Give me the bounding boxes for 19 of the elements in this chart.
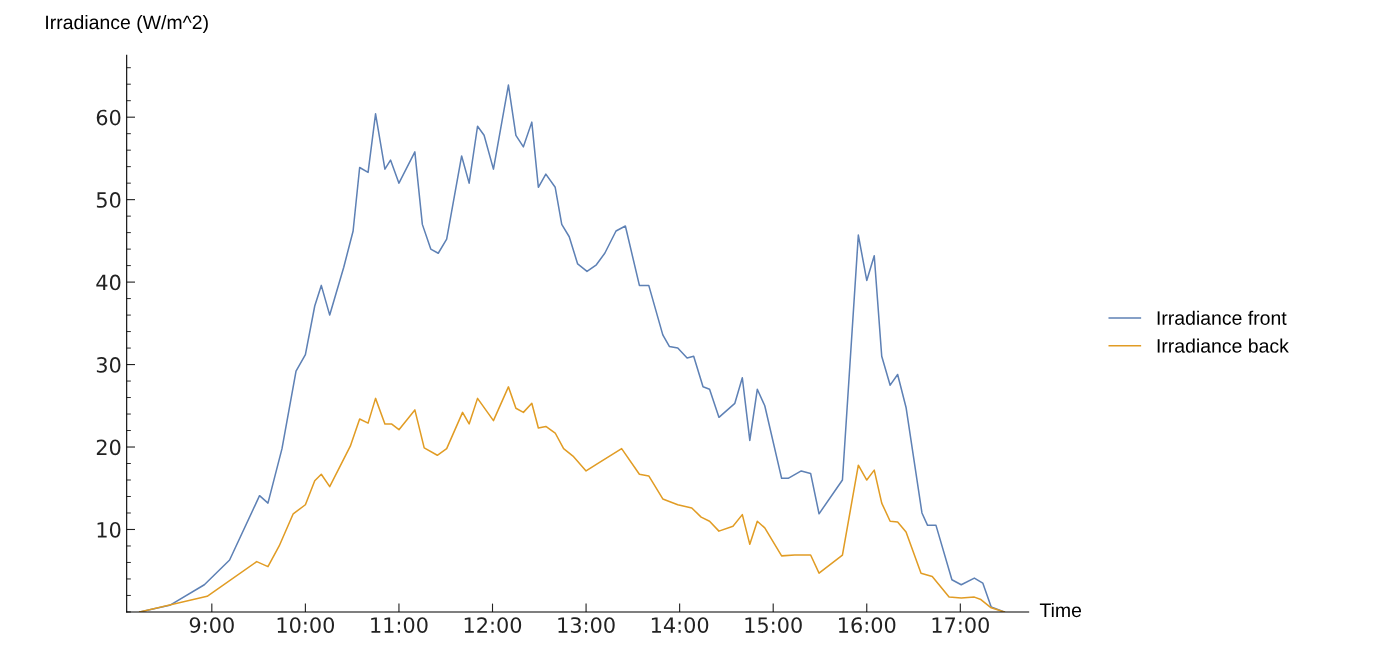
x-axis-title: Time [1039, 602, 1082, 618]
y-axis-title: Irradiance (W/m^2) [46, 14, 208, 34]
x-tick-label: 9:00 [189, 617, 234, 633]
y-tick-label: 10 [97, 521, 121, 538]
y-tick-label: 40 [96, 274, 121, 291]
x-tick-label: 15:00 [745, 617, 802, 633]
x-tick-label: 14:00 [651, 617, 709, 633]
legend-label: Irradiance back [1157, 338, 1289, 353]
x-tick-label: 17:00 [932, 617, 989, 633]
x-tick-label: 13:00 [558, 617, 615, 633]
y-tick-label: 30 [96, 357, 121, 373]
x-tick-label: 16:00 [839, 617, 896, 633]
x-tick-label: 11:00 [371, 617, 428, 633]
x-tick-label: 12:00 [464, 617, 522, 633]
y-tick-label: 20 [96, 439, 121, 456]
y-tick-label: 50 [96, 192, 121, 208]
legend-label: Irradiance front [1157, 310, 1287, 325]
y-tick-label: 60 [96, 109, 121, 126]
x-tick-label: 10:00 [277, 617, 335, 633]
